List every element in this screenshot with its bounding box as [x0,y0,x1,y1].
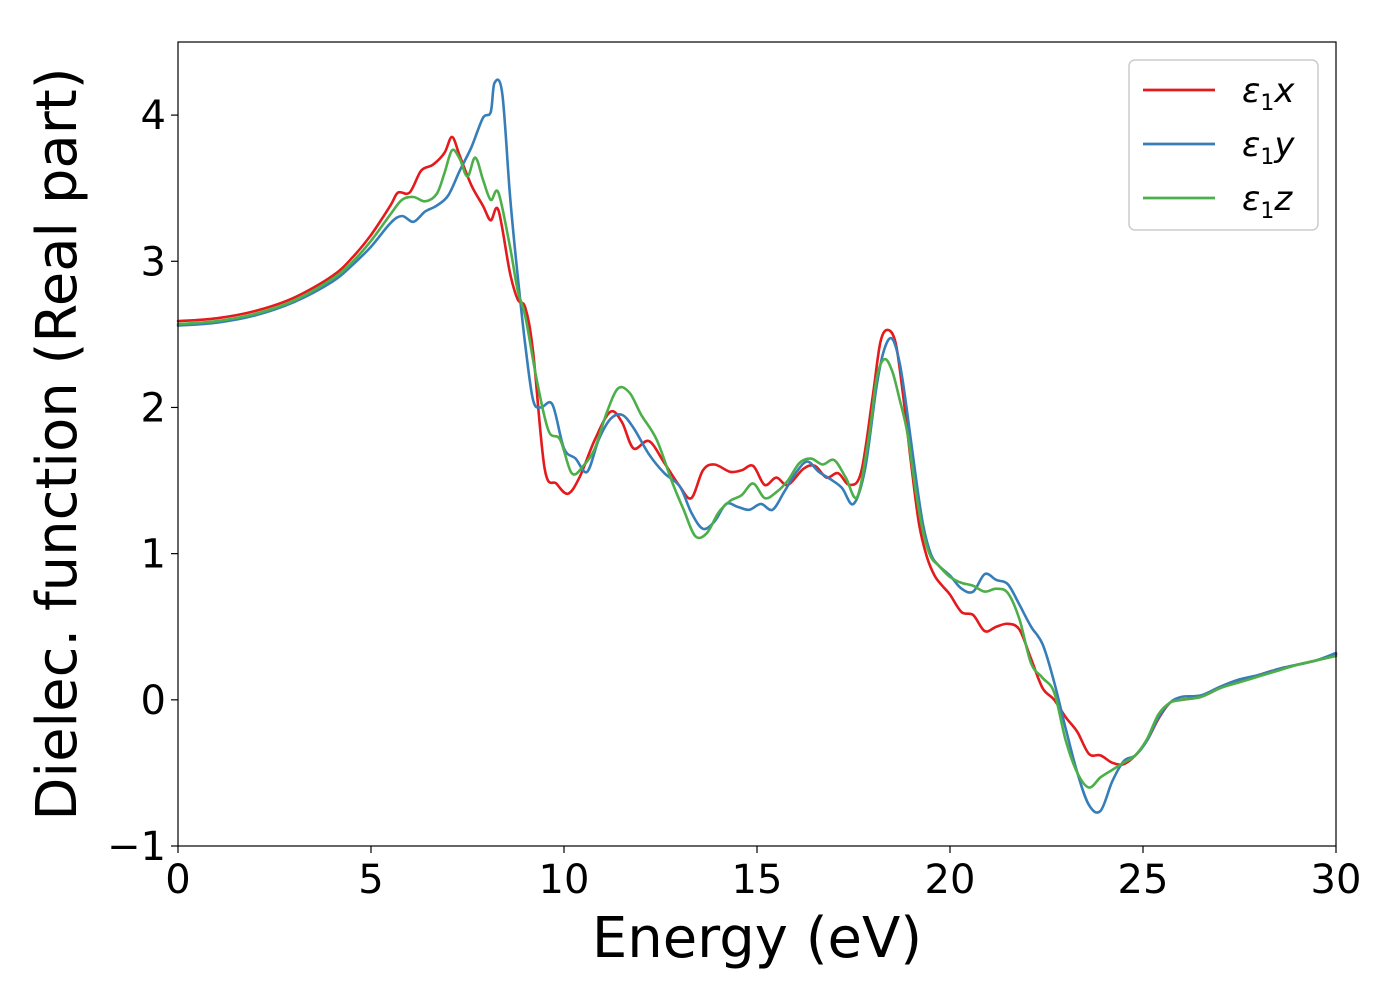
legend-box [1128,59,1319,231]
x-axis-label: Energy (eV) [592,906,922,971]
x-tick-label: 25 [1118,857,1169,903]
y-tick-label: 2 [141,385,166,431]
series-line-x [176,135,1338,766]
legend-label-z: ε1z [1242,179,1293,224]
legend-label-x: ε1x [1242,71,1295,116]
y-tick-label: 0 [141,678,166,724]
x-tick-label: 30 [1311,857,1362,903]
x-tick-label: 10 [539,857,590,903]
y-tick-label: 3 [141,239,166,285]
y-tick-label: 4 [141,93,166,139]
legend-label-y: ε1y [1242,125,1295,170]
series-layer [176,78,1338,814]
x-tick-label: 20 [925,857,976,903]
y-tick-label: −1 [107,824,166,870]
x-tick-label: 15 [732,857,783,903]
x-tick-label: 5 [358,857,383,903]
y-tick-label: 1 [141,532,166,578]
legend: ε1x ε1y ε1z [1128,59,1319,231]
series-line-z [176,148,1338,789]
y-axis-label: Dielec. function (Real part) [25,67,90,820]
x-tick-label: 0 [165,857,190,903]
series-line-y [176,78,1338,814]
